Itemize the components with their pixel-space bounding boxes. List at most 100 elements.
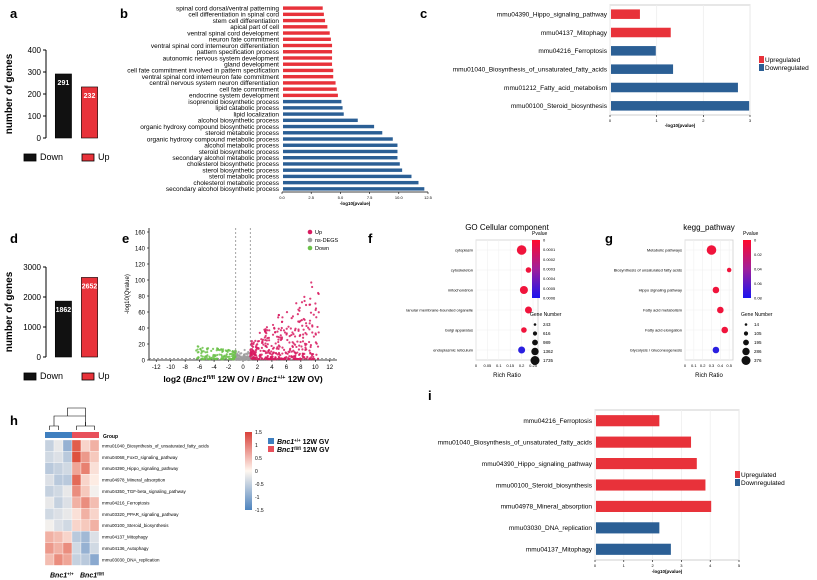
heatmap-cell: [71, 474, 82, 486]
column-dendrogram-right: [76, 422, 95, 430]
point-down: [221, 348, 225, 351]
heatmap-cell: [80, 439, 91, 452]
point-up: [279, 334, 282, 337]
point-up: [291, 315, 295, 318]
category-label: endocrine system development: [189, 93, 279, 100]
point-up: [308, 328, 311, 331]
dot-golgi-apparatus: [521, 327, 527, 333]
point-up: [258, 331, 261, 335]
point-up: [281, 316, 284, 319]
bar-apical-part-of-cell: [283, 25, 328, 29]
plot-frame: [684, 239, 734, 361]
size-legend-title: Gene Number: [741, 312, 773, 318]
point-down: [224, 357, 227, 360]
heatmap-cell: [44, 439, 55, 452]
group-legend-label-part: Bnc1: [277, 447, 294, 454]
point-up: [285, 327, 288, 330]
point-ns: [240, 352, 243, 355]
point-up: [288, 358, 291, 361]
dot-hippo-signaling-pathway: [712, 286, 720, 294]
point-up: [279, 329, 283, 332]
bar-mmu00100-steroid-biosynthesis: [611, 101, 750, 111]
heatmap-cell: [53, 508, 64, 520]
x-axis-label-part: +/+: [277, 375, 285, 381]
x-tick-label: 10.0: [395, 195, 404, 200]
point-up: [285, 311, 289, 314]
point-down: [233, 356, 236, 359]
bar-ventral-spinal-cord-development: [283, 31, 330, 35]
point-up: [301, 336, 305, 339]
point-up: [266, 329, 269, 332]
point-ns: [245, 352, 248, 355]
heatmap-cell: [53, 519, 64, 532]
colorbar: [532, 240, 540, 298]
x-axis-label-part: fl/fl: [207, 375, 216, 381]
bar-spinal-cord-dorsal-ventral-patterning: [283, 6, 323, 10]
category-label: mmu01040_Biosynthesis_of_unsaturated_fat…: [453, 66, 608, 73]
bar-value-label: 291: [58, 80, 70, 87]
category-label: lipid catabolic process: [215, 105, 279, 112]
heatmap-row-label: mmu03320_PPAR_signaling_pathway: [102, 512, 179, 517]
point-down: [216, 353, 219, 357]
category-label: mmu01040_Biosynthesis_of_unsaturated_fat…: [438, 439, 593, 446]
point-down: [203, 356, 206, 359]
point-down: [200, 358, 204, 361]
point-ns: [237, 350, 240, 354]
y-tick-label: 100: [135, 279, 146, 285]
group-legend-label: Bnc1+/+ 12W GV: [277, 438, 329, 447]
point-down: [208, 357, 211, 361]
group-legend-title: Group: [103, 434, 118, 440]
legend-label-upregulated: Upregulated: [741, 472, 777, 479]
category-label: lanular membrane-bounded organelle: [406, 308, 473, 313]
x-tick-label: 12: [326, 365, 333, 371]
colorbar-title: Pvalue: [743, 231, 759, 237]
point-up: [309, 344, 313, 347]
point-down: [203, 357, 207, 360]
point-up: [304, 331, 307, 335]
point-ns: [239, 357, 242, 360]
heatmap-cell: [89, 542, 100, 555]
point-down: [196, 351, 199, 354]
point-up: [270, 344, 273, 348]
x-axis-label-part: log2 (: [163, 374, 186, 384]
point-up: [266, 343, 269, 346]
heatmap-cell: [53, 451, 64, 463]
group-annotation-cell: [81, 432, 90, 438]
category-label: endoplasmic reticulum: [433, 348, 473, 353]
point-up: [259, 349, 262, 352]
point-down: [211, 347, 215, 350]
point-up: [261, 341, 264, 344]
colorbar-tick-label: 0.0002: [543, 257, 556, 262]
heatmap-cell: [80, 531, 91, 543]
point-down: [204, 351, 207, 354]
point-up: [251, 357, 254, 361]
bar-stem-cell-differentiation: [283, 18, 326, 23]
point-up: [259, 354, 262, 358]
x-tick-label: 5.0: [338, 195, 344, 200]
size-legend-label: 286: [754, 349, 762, 354]
heatmap-row-label: mmu00100_Steroid_biosynthesis: [102, 523, 169, 528]
point-up: [261, 338, 265, 341]
point-ns: [247, 350, 250, 354]
group-legend-label-part: +/+: [294, 438, 301, 443]
point-up: [263, 328, 266, 331]
point-up: [273, 326, 276, 329]
heatmap-cell: [71, 451, 82, 463]
point-up: [249, 349, 252, 352]
x-tick-label: -12: [152, 365, 161, 371]
x-tick-label: 0.1: [496, 363, 502, 368]
panel-i-kegg-bar-chart: 0 1 2 3 4 5 -log10(pvalue) mmu04216_Ferroptosis…: [438, 409, 785, 574]
bar-steroid-biosynthetic-process: [283, 149, 398, 154]
y-tick-label: 60: [138, 311, 145, 317]
bar-neuron-fate-commitment: [283, 37, 331, 41]
colorbar-tick-label: 0: [754, 238, 757, 243]
point-up: [264, 356, 268, 359]
colorbar-tick-label: 0: [255, 469, 258, 475]
bar-organic-hydroxy-compound-metabolic-process: [283, 137, 393, 141]
x-axis-label: -log10(pvalue): [652, 569, 683, 574]
y-tick-label: 0: [142, 359, 146, 365]
bar-mmu01040-biosynthesis-of-unsaturated-fatty-acids: [596, 436, 692, 448]
point-ns: [247, 358, 250, 361]
colorbar: [743, 240, 751, 298]
point-up: [273, 358, 276, 361]
